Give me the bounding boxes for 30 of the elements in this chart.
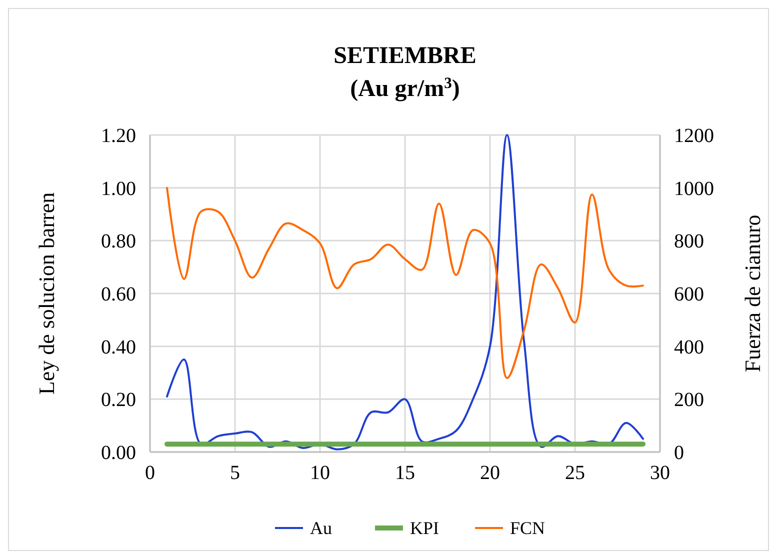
y-tick-label: 0.00 (101, 442, 136, 464)
y2-tick-label: 0 (674, 442, 684, 464)
chart-subtitle: (Au gr/m$^{3}$) (350, 74, 460, 102)
chart-title: SETIEMBRE (334, 43, 476, 69)
line-series (166, 134, 644, 450)
x-tick-label: 10 (310, 462, 330, 484)
y-tick-label: 0.20 (101, 389, 136, 412)
y2-axis-title: Fuerza de cianuro (740, 214, 765, 372)
legend-label: KPI (410, 518, 440, 538)
legend-label: Au (310, 518, 332, 538)
x-tick-label: 25 (565, 462, 585, 484)
y-axis-title: Ley de solucion barren (34, 192, 59, 395)
legend-label: FCN (510, 518, 546, 538)
x-tick-label: 0 (145, 462, 155, 484)
y2-tick-label: 200 (674, 389, 704, 412)
x-tick-label: 30 (650, 462, 670, 484)
x-tick-label: 20 (480, 462, 500, 484)
y-tick-label: 0.40 (101, 336, 136, 358)
y2-tick-label: 600 (674, 284, 704, 306)
y-tick-label: 0.80 (101, 230, 136, 253)
line-series (166, 186, 644, 380)
y-tick-label: 0.60 (101, 284, 136, 306)
x-tick-label: 5 (230, 462, 240, 484)
y-tick-label: 1.20 (101, 125, 136, 147)
y2-tick-label: 400 (674, 336, 704, 358)
x-tick-label: 15 (395, 462, 415, 484)
y2-tick-label: 1200 (674, 125, 714, 147)
y2-tick-label: 1000 (674, 178, 714, 200)
y-tick-label: 1.00 (101, 178, 136, 200)
y2-tick-label: 800 (674, 230, 704, 253)
